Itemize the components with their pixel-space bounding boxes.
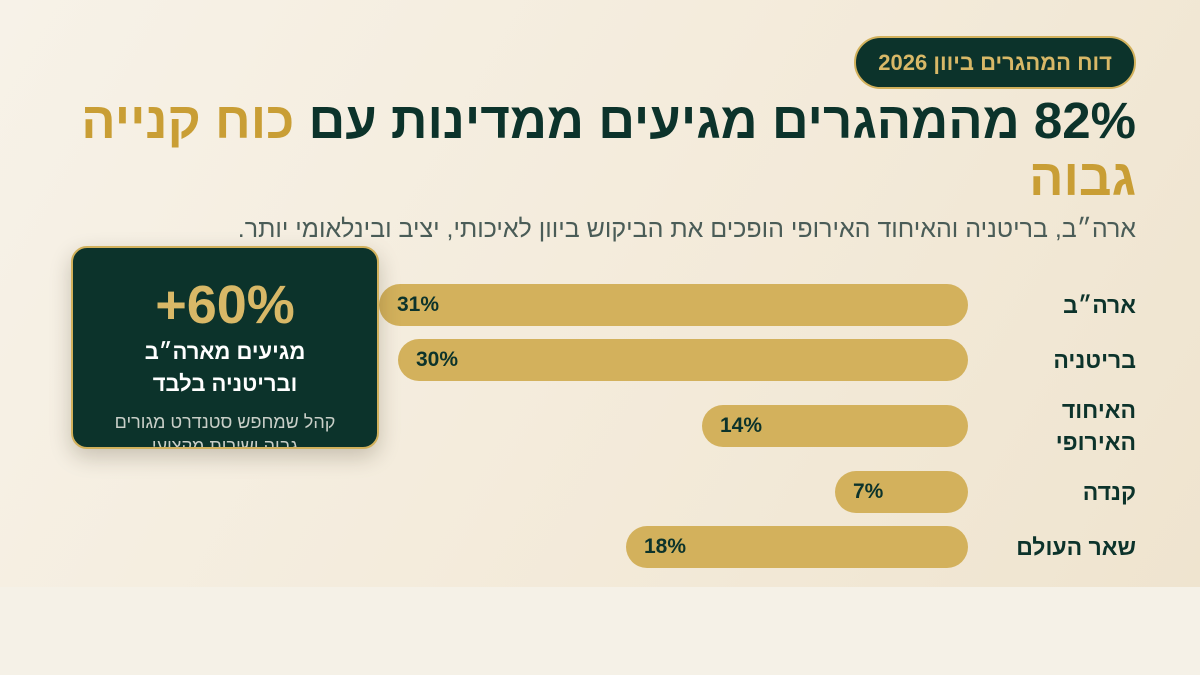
bar: 31% [379, 284, 968, 326]
bar: 14% [702, 405, 968, 447]
headline: 82% מהמהגרים מגיעים ממדינות עם כוח קנייה… [76, 92, 1136, 206]
report-badge: דוח המהגרים ביוון 2026 [854, 36, 1136, 89]
subtitle: ארה״ב, בריטניה והאיחוד האירופי הופכים את… [237, 215, 1136, 243]
bar: 30% [398, 339, 968, 381]
bar: 7% [835, 471, 968, 513]
highlight-note: קהל שמחפש סטנדרט מגורים גבוה ושירות מקצו… [114, 412, 336, 449]
headline-accent: כוח קנייה גבוה [81, 92, 1136, 206]
category-label: בריטניה [1053, 347, 1136, 373]
highlight-card: +60% מגיעים מארה״ב ובריטניה בלבד קהל שמח… [71, 246, 379, 449]
bar-value-label: 30% [416, 348, 459, 371]
bar-value-label: 18% [644, 535, 687, 558]
category-label: קנדה [1082, 479, 1136, 505]
bar-value-label: 7% [853, 480, 884, 503]
highlight-line-1: מגיעים מארה״ב [144, 339, 306, 364]
category-label: ארה״ב [1063, 292, 1136, 318]
bar-chart: ארה״ב 31% בריטניה 30% האיחוד האירופי 14% קנדה 7… [379, 284, 1136, 568]
bar-value-label: 14% [720, 414, 763, 437]
bar-value-label: 31% [397, 293, 440, 316]
category-label: האיחוד האירופי [1055, 397, 1136, 455]
highlight-line-2: ובריטניה בלבד [152, 371, 298, 396]
headline-main: 82% מהמהגרים מגיעים ממדינות עם [308, 92, 1136, 149]
bar: 18% [626, 526, 968, 568]
category-label: שאר העולם [1016, 534, 1136, 560]
highlight-value: +60% [155, 275, 295, 335]
